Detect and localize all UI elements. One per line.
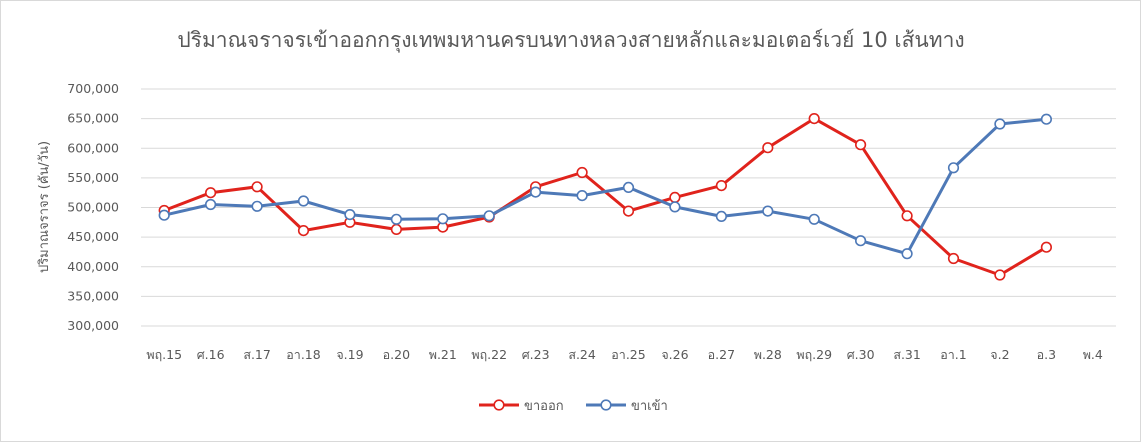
y-tick-label: 300,000 (67, 318, 119, 333)
data-point (669, 191, 681, 203)
y-tick-label: 450,000 (67, 229, 119, 244)
y-axis-tick-labels: 300,000 350,000 400,000 450,000 500,000 550,0… (67, 81, 119, 333)
x-tick-label: พ.4 (1083, 347, 1103, 362)
data-point (901, 248, 913, 260)
data-point (622, 181, 635, 193)
legend-label: ขาออก (524, 399, 564, 414)
data-point (576, 190, 588, 202)
data-point (947, 162, 960, 174)
series-outbound (158, 112, 1052, 281)
y-tick-label: 500,000 (67, 200, 119, 215)
data-point (158, 209, 170, 221)
data-point (808, 112, 820, 125)
x-tick-label: ศ.23 (522, 347, 550, 362)
data-point (715, 210, 728, 222)
legend-marker (493, 399, 505, 411)
x-tick-label: จ.19 (336, 347, 363, 362)
data-point (437, 213, 449, 225)
x-tick-label: อ.20 (383, 347, 410, 362)
x-tick-label: พ.21 (429, 347, 457, 362)
y-axis-label: ปริมาณจราจร (คัน/วัน) (37, 141, 52, 273)
data-point (483, 210, 495, 222)
y-tick-label: 700,000 (67, 81, 119, 96)
data-point (854, 235, 867, 247)
data-point (390, 223, 403, 235)
x-tick-label: ศ.16 (197, 347, 225, 362)
y-tick-label: 350,000 (67, 288, 119, 303)
x-tick-label: อา.1 (940, 347, 966, 362)
x-tick-label: พฤ.29 (796, 347, 832, 362)
data-point (1040, 241, 1052, 253)
x-tick-label: ส.31 (893, 347, 921, 362)
data-point (344, 209, 356, 221)
data-point (251, 181, 263, 193)
data-point (297, 195, 310, 207)
x-tick-label: พ.28 (754, 347, 782, 362)
data-point (669, 201, 681, 213)
data-point (715, 180, 728, 192)
y-tick-label: 550,000 (67, 170, 119, 185)
data-point (854, 139, 867, 151)
data-point (1040, 113, 1052, 125)
x-tick-label: อา.25 (611, 347, 645, 362)
data-point (251, 200, 263, 212)
data-point (205, 187, 217, 199)
legend-label: ขาเข้า (631, 399, 668, 414)
series-line (163, 117, 1048, 277)
x-tick-label: อา.18 (286, 347, 320, 362)
data-point (622, 205, 635, 217)
x-tick-label: จ.2 (990, 347, 1009, 362)
data-point (808, 213, 820, 225)
data-point (205, 198, 217, 211)
x-tick-label: พฤ.15 (146, 347, 182, 362)
x-tick-label: อ.3 (1037, 347, 1056, 362)
x-tick-label: อ.27 (708, 347, 735, 362)
x-tick-label: ศ.30 (847, 347, 875, 362)
data-point (994, 118, 1006, 130)
data-point (576, 166, 588, 179)
data-point (762, 205, 774, 217)
data-point (529, 186, 542, 198)
x-tick-label: ส.24 (568, 347, 596, 362)
y-tick-label: 600,000 (67, 140, 119, 155)
data-point (390, 213, 403, 225)
chart-title: ปริมาณจราจรเข้าออกกรุงเทพมหานครบนทางหลวง… (177, 28, 964, 53)
data-point (297, 225, 310, 237)
data-point (947, 252, 960, 265)
x-tick-label: ส.17 (243, 347, 271, 362)
x-axis-tick-labels: พฤ.15 ศ.16 ส.17 อา.18 จ.19 อ.20 พ.21 พฤ.22 ศ.23 ส… (146, 347, 1103, 362)
data-point (762, 142, 774, 154)
legend-marker (600, 399, 612, 411)
x-tick-label: พฤ.22 (471, 347, 507, 362)
series-inbound (158, 113, 1052, 260)
series-line (163, 117, 1047, 256)
data-point (901, 210, 913, 222)
y-tick-label: 650,000 (67, 111, 119, 126)
legend: ขาออก ขาเข้า (479, 399, 668, 414)
data-point (994, 269, 1006, 281)
y-tick-label: 400,000 (67, 259, 119, 274)
x-tick-label: จ.26 (661, 347, 688, 362)
series-layer (158, 112, 1052, 281)
